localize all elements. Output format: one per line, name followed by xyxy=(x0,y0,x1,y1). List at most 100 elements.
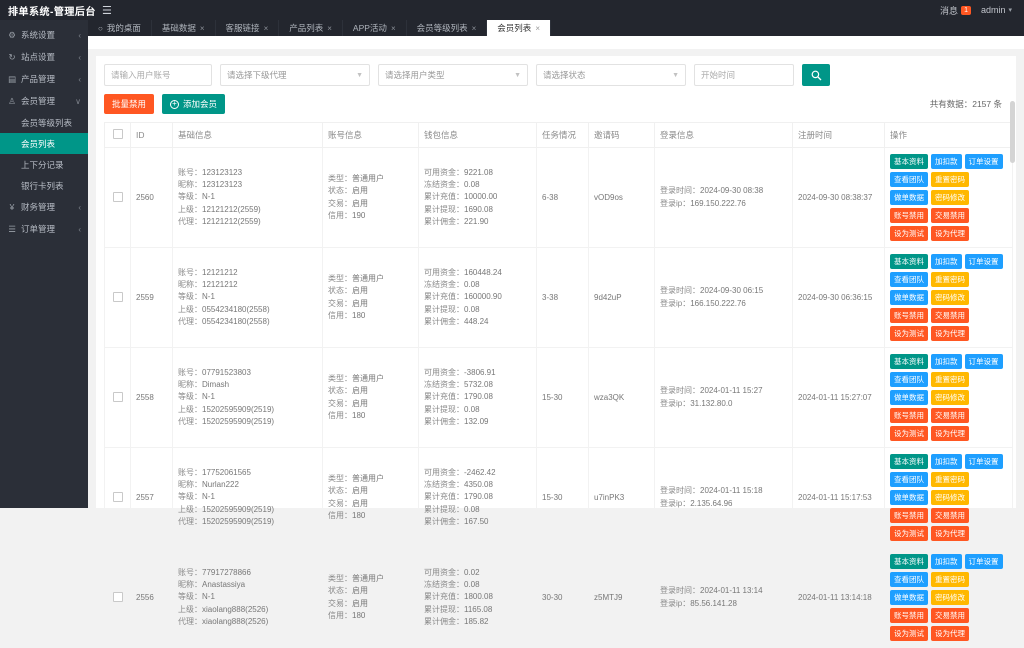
agent-select[interactable]: 请选择下级代理 ▼ xyxy=(220,64,370,86)
adjust-balance-button[interactable]: 加扣款 xyxy=(931,354,962,369)
order-data-button[interactable]: 做单数据 xyxy=(890,590,928,605)
user-menu[interactable]: admin ▾ xyxy=(981,5,1012,15)
order-data-button[interactable]: 做单数据 xyxy=(890,490,928,505)
order-data-button[interactable]: 做单数据 xyxy=(890,190,928,205)
sidebar-item-product-management[interactable]: ▤ 产品管理 ‹ xyxy=(0,68,88,90)
account-search-input[interactable] xyxy=(104,64,212,86)
order-data-button[interactable]: 做单数据 xyxy=(890,390,928,405)
set-test-button[interactable]: 设为测试 xyxy=(890,326,928,341)
tab-member-list[interactable]: 会员列表× xyxy=(487,20,551,36)
adjust-balance-button[interactable]: 加扣款 xyxy=(931,154,962,169)
register-time-cell: 2024-01-11 13:14:18 xyxy=(793,548,885,648)
change-password-button[interactable]: 密码修改 xyxy=(931,290,969,305)
order-settings-button[interactable]: 订单设置 xyxy=(965,254,1003,269)
tab-app-activity[interactable]: APP活动× xyxy=(343,20,407,36)
view-team-button[interactable]: 查看团队 xyxy=(890,572,928,587)
disable-account-button[interactable]: 账号禁用 xyxy=(890,508,928,523)
view-team-button[interactable]: 查看团队 xyxy=(890,172,928,187)
tab-member-level-list[interactable]: 会员等级列表× xyxy=(407,20,488,36)
tab-basic-data[interactable]: 基础数据× xyxy=(152,20,216,36)
sidebar-item-member-level-list[interactable]: 会员等级列表 xyxy=(0,112,88,133)
tab-service-link[interactable]: 客服链接× xyxy=(216,20,280,36)
reset-password-button[interactable]: 重置密码 xyxy=(931,172,969,187)
disable-trade-button[interactable]: 交易禁用 xyxy=(931,408,969,423)
change-password-button[interactable]: 密码修改 xyxy=(931,490,969,505)
row-checkbox[interactable] xyxy=(113,492,123,502)
set-agent-button[interactable]: 设为代理 xyxy=(931,226,969,241)
reset-password-button[interactable]: 重置密码 xyxy=(931,572,969,587)
row-checkbox[interactable] xyxy=(113,392,123,402)
start-time-input[interactable] xyxy=(694,64,794,86)
change-password-button[interactable]: 密码修改 xyxy=(931,390,969,405)
set-agent-button[interactable]: 设为代理 xyxy=(931,426,969,441)
disable-trade-button[interactable]: 交易禁用 xyxy=(931,608,969,623)
add-member-button[interactable]: + 添加会员 xyxy=(162,94,225,114)
disable-account-button[interactable]: 账号禁用 xyxy=(890,608,928,623)
set-test-button[interactable]: 设为测试 xyxy=(890,426,928,441)
messages-link[interactable]: 消息 1 xyxy=(940,4,971,17)
sidebar-item-site-settings[interactable]: ↻ 站点设置 ‹ xyxy=(0,46,88,68)
tab-product-list[interactable]: 产品列表× xyxy=(279,20,343,36)
basic-profile-button[interactable]: 基本资料 xyxy=(890,254,928,269)
view-team-button[interactable]: 查看团队 xyxy=(890,472,928,487)
change-password-button[interactable]: 密码修改 xyxy=(931,190,969,205)
sidebar-item-updown-records[interactable]: 上下分记录 xyxy=(0,154,88,175)
close-icon[interactable]: × xyxy=(535,24,540,33)
order-settings-button[interactable]: 订单设置 xyxy=(965,354,1003,369)
order-data-button[interactable]: 做单数据 xyxy=(890,290,928,305)
adjust-balance-button[interactable]: 加扣款 xyxy=(931,254,962,269)
row-checkbox[interactable] xyxy=(113,292,123,302)
basic-profile-button[interactable]: 基本资料 xyxy=(890,554,928,569)
reset-password-button[interactable]: 重置密码 xyxy=(931,372,969,387)
search-button[interactable] xyxy=(802,64,830,86)
select-all-checkbox[interactable] xyxy=(113,129,123,139)
row-checkbox[interactable] xyxy=(113,592,123,602)
row-checkbox[interactable] xyxy=(113,192,123,202)
set-agent-button[interactable]: 设为代理 xyxy=(931,626,969,641)
sidebar-item-order-management[interactable]: ☰ 订单管理 ‹ xyxy=(0,218,88,240)
disable-trade-button[interactable]: 交易禁用 xyxy=(931,308,969,323)
disable-account-button[interactable]: 账号禁用 xyxy=(890,208,928,223)
close-icon[interactable]: × xyxy=(327,24,332,33)
menu-toggle-icon[interactable]: ☰ xyxy=(102,4,112,17)
user-type-select[interactable]: 请选择用户类型 ▼ xyxy=(378,64,528,86)
tab-desktop[interactable]: ○ 我的桌面 xyxy=(88,20,152,36)
set-test-button[interactable]: 设为测试 xyxy=(890,526,928,541)
change-password-button[interactable]: 密码修改 xyxy=(931,590,969,605)
disable-trade-button[interactable]: 交易禁用 xyxy=(931,508,969,523)
order-settings-button[interactable]: 订单设置 xyxy=(965,554,1003,569)
set-agent-button[interactable]: 设为代理 xyxy=(931,526,969,541)
close-icon[interactable]: × xyxy=(391,24,396,33)
sidebar-item-member-list[interactable]: 会员列表 xyxy=(0,133,88,154)
basic-profile-button[interactable]: 基本资料 xyxy=(890,154,928,169)
disable-trade-button[interactable]: 交易禁用 xyxy=(931,208,969,223)
reset-password-button[interactable]: 重置密码 xyxy=(931,472,969,487)
reset-password-button[interactable]: 重置密码 xyxy=(931,272,969,287)
sidebar-item-member-management[interactable]: ♙ 会员管理 ∨ xyxy=(0,90,88,112)
adjust-balance-button[interactable]: 加扣款 xyxy=(931,554,962,569)
view-team-button[interactable]: 查看团队 xyxy=(890,372,928,387)
status-select[interactable]: 请选择状态 ▼ xyxy=(536,64,686,86)
task-status-cell: 3-38 xyxy=(537,248,589,348)
view-team-button[interactable]: 查看团队 xyxy=(890,272,928,287)
vertical-scrollbar-thumb[interactable] xyxy=(1010,101,1015,163)
batch-disable-button[interactable]: 批量禁用 xyxy=(104,94,154,114)
basic-profile-button[interactable]: 基本资料 xyxy=(890,454,928,469)
close-icon[interactable]: × xyxy=(200,24,205,33)
close-icon[interactable]: × xyxy=(472,24,477,33)
set-test-button[interactable]: 设为测试 xyxy=(890,226,928,241)
order-settings-button[interactable]: 订单设置 xyxy=(965,454,1003,469)
order-settings-button[interactable]: 订单设置 xyxy=(965,154,1003,169)
disable-account-button[interactable]: 账号禁用 xyxy=(890,308,928,323)
adjust-balance-button[interactable]: 加扣款 xyxy=(931,454,962,469)
disable-account-button[interactable]: 账号禁用 xyxy=(890,408,928,423)
sidebar-item-system-settings[interactable]: ⚙ 系统设置 ‹ xyxy=(0,24,88,46)
basic-info-cell: 账号17752061565 昵称Nurlan222 等级N-1 上级152025… xyxy=(173,448,323,548)
set-test-button[interactable]: 设为测试 xyxy=(890,626,928,641)
sidebar-item-bankcard-list[interactable]: 银行卡列表 xyxy=(0,175,88,196)
basic-info-cell: 账号123123123 昵称123123123 等级N-1 上级12121212… xyxy=(173,148,323,248)
basic-profile-button[interactable]: 基本资料 xyxy=(890,354,928,369)
close-icon[interactable]: × xyxy=(264,24,269,33)
sidebar-item-finance-management[interactable]: ¥ 财务管理 ‹ xyxy=(0,196,88,218)
set-agent-button[interactable]: 设为代理 xyxy=(931,326,969,341)
